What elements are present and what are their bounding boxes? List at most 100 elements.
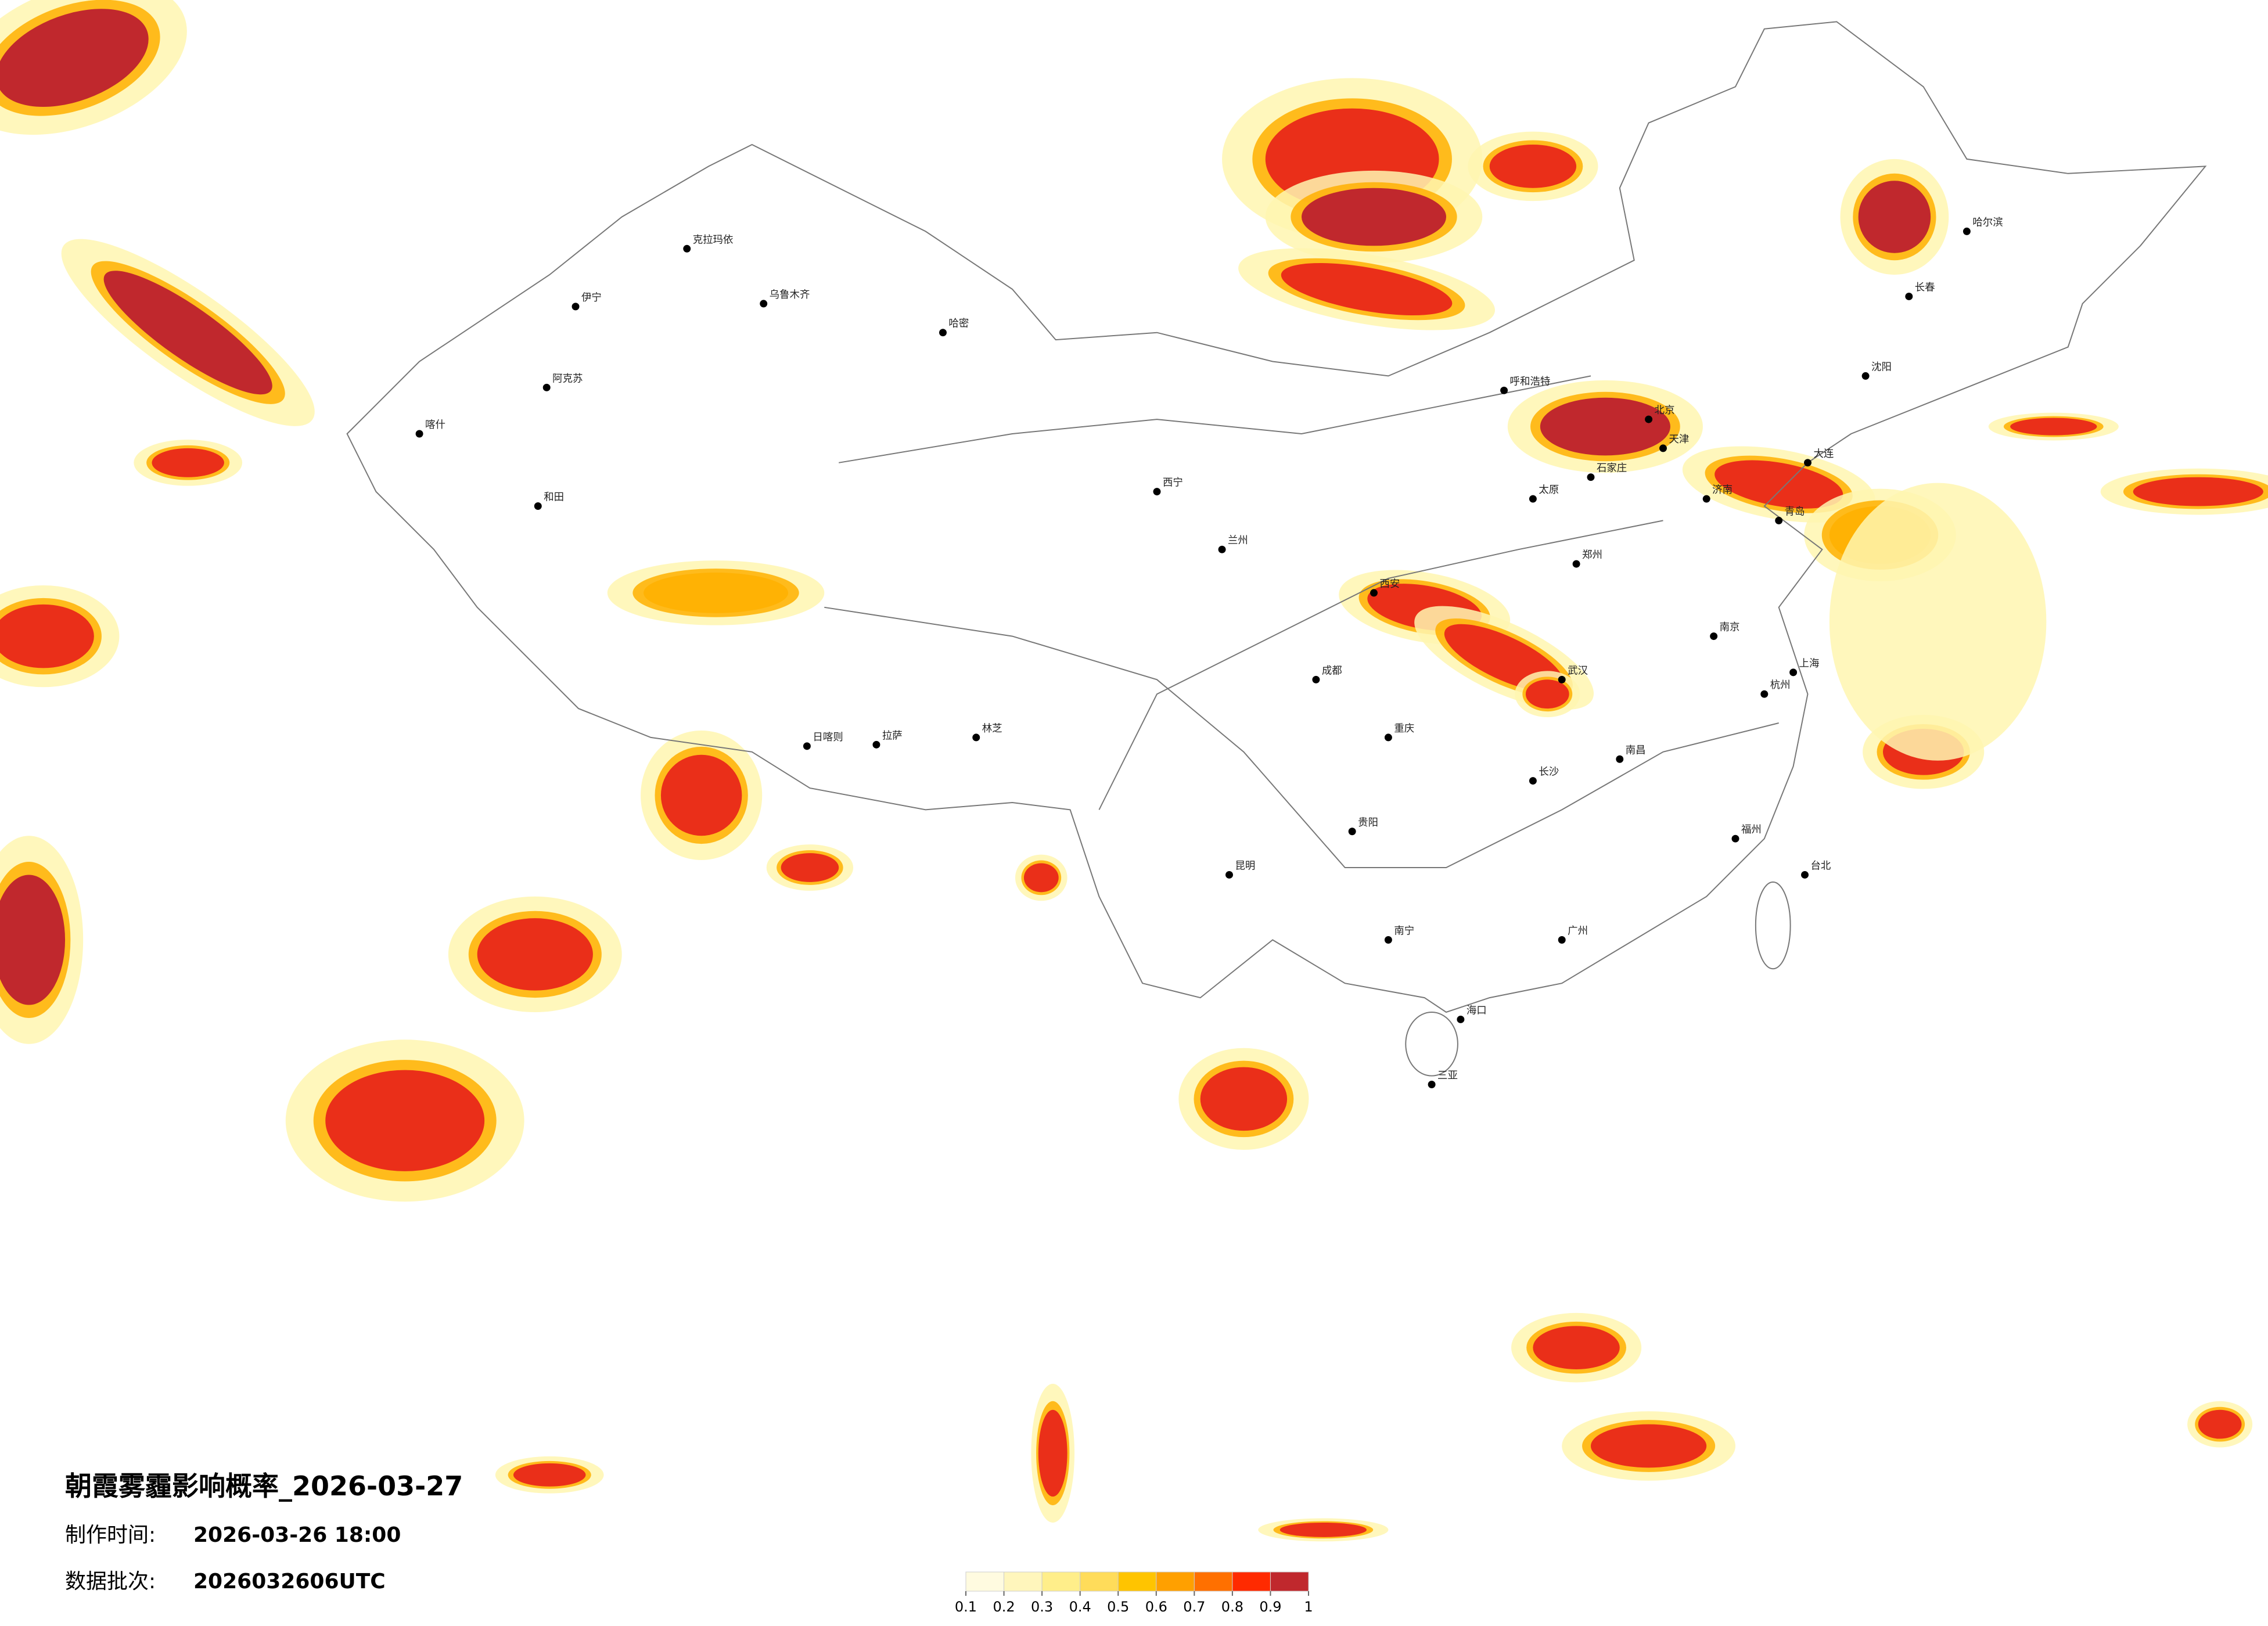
city-dot [1710, 632, 1718, 641]
city-label: 杭州 [1770, 679, 1791, 691]
city-dot [415, 430, 423, 438]
city-dot [1804, 459, 1811, 467]
island-outline [1405, 1012, 1458, 1077]
colorbar-swatch [1004, 1571, 1043, 1592]
city-dot [1905, 292, 1913, 300]
city-dot [1153, 488, 1161, 496]
city-label: 海口 [1467, 1005, 1487, 1016]
city-dot [1428, 1081, 1436, 1088]
city-dot [1775, 516, 1783, 524]
city-dot [542, 383, 551, 391]
colorbar-tick-label: 1 [1304, 1599, 1313, 1615]
city-label: 南昌 [1626, 744, 1646, 756]
haze-core [1023, 863, 1059, 893]
haze-core [781, 853, 839, 882]
haze-core [1489, 145, 1577, 188]
city-dot [1645, 415, 1653, 423]
city-label: 拉萨 [882, 730, 903, 742]
city-dot [534, 502, 542, 510]
island-outline [1755, 881, 1791, 970]
city-dot [1384, 733, 1392, 742]
colorbar-tick-label: 0.5 [1107, 1599, 1129, 1615]
haze-core [1591, 1424, 1707, 1468]
city-dot [1572, 560, 1580, 568]
city-dot [1760, 690, 1769, 698]
city-dot [1457, 1015, 1465, 1023]
colorbar-tick-label: 0.4 [1069, 1599, 1091, 1615]
haze-core [152, 448, 224, 477]
colorbar-tick-label: 0.7 [1183, 1599, 1205, 1615]
city-dot [1558, 936, 1566, 944]
city-dot [1587, 473, 1595, 481]
country-outline [346, 21, 2207, 1013]
city-label: 台北 [1810, 860, 1831, 872]
city-label: 太原 [1539, 484, 1559, 496]
province-border [824, 606, 1779, 868]
city-label: 日喀则 [813, 732, 843, 743]
city-dot [1225, 870, 1233, 879]
city-label: 西安 [1379, 578, 1400, 590]
haze-core [644, 573, 789, 613]
city-label: 哈密 [948, 318, 969, 330]
city-dot [1529, 495, 1537, 503]
haze-core [477, 918, 593, 991]
city-label: 南京 [1720, 622, 1740, 634]
city-label: 南宁 [1394, 926, 1414, 937]
city-label: 呼和浩特 [1510, 376, 1551, 387]
haze-core [660, 754, 742, 836]
haze-core [1279, 1522, 1367, 1537]
haze-core [513, 1463, 586, 1487]
made-label: 制作时间: [65, 1523, 156, 1547]
city-label: 和田 [544, 492, 564, 503]
haze-core [2010, 418, 2097, 436]
haze-core [1715, 460, 1843, 509]
haze-core [325, 1070, 485, 1171]
city-dot [1731, 834, 1739, 843]
city-dot [683, 244, 691, 253]
city-label: 昆明 [1235, 860, 1255, 872]
city-label: 沈阳 [1871, 361, 1892, 373]
city-dot [939, 329, 947, 337]
city-label: 郑州 [1582, 549, 1602, 561]
colorbar-tick-label: 0.2 [993, 1599, 1015, 1615]
city-dot [1370, 589, 1378, 597]
province-border [839, 375, 1591, 463]
city-label: 哈尔滨 [1972, 217, 2003, 228]
city-label: 喀什 [425, 419, 445, 431]
city-dot [1529, 777, 1537, 785]
city-label: 贵阳 [1358, 817, 1378, 829]
colorbar-swatch [1232, 1571, 1271, 1592]
city-label: 大连 [1813, 448, 1834, 460]
colorbar-swatch [1194, 1571, 1233, 1592]
city-label: 石家庄 [1597, 463, 1627, 474]
city-label: 阿克苏 [552, 373, 583, 384]
city-label: 长春 [1915, 282, 1935, 293]
city-label: 济南 [1712, 484, 1733, 496]
colorbar-tick-label: 0.1 [955, 1599, 977, 1615]
city-label: 西宁 [1163, 477, 1183, 489]
haze-core [1200, 1067, 1288, 1131]
batch-label: 数据批次: [65, 1570, 156, 1593]
haze-core [1525, 679, 1569, 709]
city-label: 克拉玛依 [693, 234, 734, 246]
city-dot [1789, 668, 1798, 677]
province-border [1098, 520, 1663, 810]
city-dot [760, 300, 768, 308]
colorbar-swatch [1041, 1571, 1081, 1592]
city-dot [872, 740, 880, 749]
city-dot [1384, 936, 1392, 944]
made-time: 2026-03-26 18:00 [193, 1523, 401, 1547]
colorbar-tick-label: 0.3 [1031, 1599, 1053, 1615]
city-label: 长沙 [1539, 767, 1559, 778]
city-dot [1861, 372, 1870, 380]
haze-core [2198, 1409, 2242, 1439]
haze-core [1302, 188, 1446, 246]
city-label: 广州 [1568, 926, 1588, 937]
city-dot [1312, 675, 1320, 684]
city-label: 武汉 [1568, 665, 1588, 677]
colorbar-swatch [965, 1571, 1005, 1592]
city-dot [1348, 828, 1356, 836]
city-label: 伊宁 [581, 292, 602, 304]
probability-field [0, 0, 2268, 1542]
